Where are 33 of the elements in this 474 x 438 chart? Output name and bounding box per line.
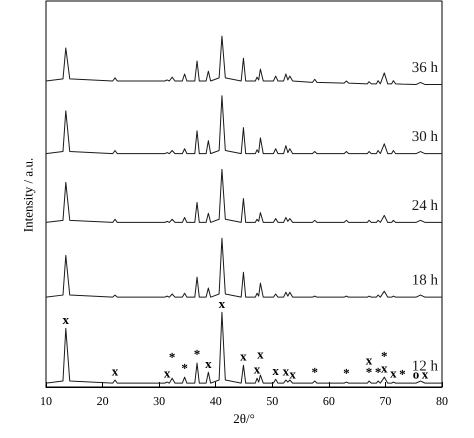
- annotation: *: [311, 364, 318, 380]
- annotation: *: [374, 364, 382, 380]
- series-label: 24 h: [412, 198, 438, 214]
- x-tick-label: 20: [96, 394, 109, 408]
- annotation: x: [289, 366, 296, 382]
- annotation: x: [205, 356, 212, 371]
- annotation: *: [194, 346, 200, 362]
- x-tick-label: 80: [436, 394, 448, 408]
- y-axis-title: Intensity / a.u.: [20, 158, 36, 232]
- annotation: x: [62, 312, 70, 327]
- annotation: *: [399, 366, 406, 382]
- annotation: x: [164, 366, 171, 381]
- annotation: *: [168, 350, 176, 365]
- series-label: 36 h: [412, 60, 438, 76]
- series-label: 30 h: [412, 129, 438, 146]
- annotation: x: [390, 366, 398, 381]
- annotation: x: [240, 348, 248, 364]
- annotation: x: [257, 346, 264, 362]
- x-tick-label: 30: [153, 394, 166, 408]
- annotation: x: [254, 362, 261, 377]
- x-tick-label: 60: [322, 394, 335, 408]
- annotation: x: [112, 363, 119, 378]
- annotation: x: [282, 363, 290, 378]
- series-label: 18 h: [412, 272, 438, 289]
- annotation: x: [272, 362, 280, 378]
- x-axis-title: 2θ/°: [233, 410, 255, 426]
- annotation: x: [218, 296, 226, 311]
- x-tick-label: 40: [210, 394, 222, 408]
- annotation: *: [181, 360, 188, 376]
- annotation: *: [343, 366, 350, 381]
- x-tick-label: 50: [266, 394, 278, 408]
- x-tick-label: 10: [40, 394, 52, 408]
- x-tick-label: 70: [379, 394, 392, 408]
